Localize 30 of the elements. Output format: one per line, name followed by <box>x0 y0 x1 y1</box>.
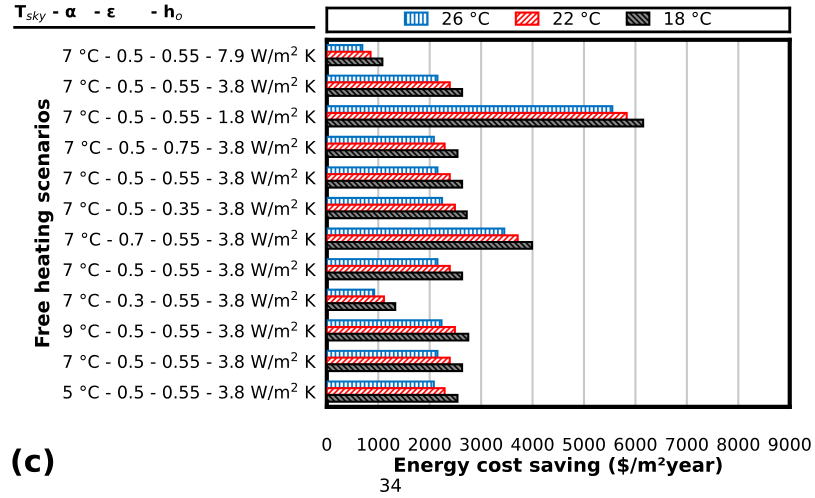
x-tick-label: 7000 <box>666 438 708 451</box>
x-tick-label: 3000 <box>460 438 502 451</box>
x-tick-label: 4000 <box>511 438 554 451</box>
x-tick-label: 1000 <box>358 438 400 451</box>
x-tick-label: 5000 <box>563 438 605 451</box>
x-axis-title: Energy cost saving ($/m²year) <box>395 457 722 476</box>
text: T$_{sky}$ - α - ε - h$_{o}$ <box>14 4 182 22</box>
x-tick-label: 0 <box>322 438 332 451</box>
x-tick-label: 2000 <box>408 438 451 451</box>
y-tick-label: 7 °C - 0.5 - 0.55 - 3.8 W/m$^{2}$ K <box>64 260 316 278</box>
y-tick-label: 7 °C - 0.5 - 0.75 - 3.8 W/m$^{2}$ K <box>65 138 316 156</box>
y-axis-title: Free heating scenarios <box>34 99 54 346</box>
y-tick-label: 7 °C - 0.5 - 0.55 - 7.9 W/m$^{2}$ K <box>63 46 316 64</box>
y-tick-label: 7 °C - 0.3 - 0.55 - 3.8 W/m$^{2}$ K <box>64 290 316 308</box>
x-tick-label: 9000 <box>768 438 811 451</box>
x-tick-label: 8000 <box>717 438 760 451</box>
y-tick-label: 7 °C - 0.5 - 0.55 - 3.8 W/m$^{2}$ K <box>64 76 316 94</box>
text: (c) <box>12 448 54 476</box>
y-tick-label: 7 °C - 0.7 - 0.55 - 3.8 W/m$^{2}$ K <box>65 230 316 248</box>
legend-label: 22 °C <box>554 12 600 25</box>
y-tick-label: 7 °C - 0.5 - 0.55 - 3.8 W/m$^{2}$ K <box>64 352 316 370</box>
y-tick-label: 7 °C - 0.5 - 0.55 - 3.8 W/m$^{2}$ K <box>64 168 316 186</box>
y-tick-label: 7 °C - 0.5 - 0.55 - 1.8 W/m$^{2}$ K <box>64 107 316 125</box>
y-tick-label: 9 °C - 0.5 - 0.55 - 3.8 W/m$^{2}$ K <box>63 322 316 339</box>
y-tick-label: 5 °C - 0.5 - 0.55 - 3.8 W/m$^{2}$ K <box>64 382 316 400</box>
legend-label: 26 °C <box>442 12 489 25</box>
x-tick-label: 6000 <box>614 438 656 451</box>
text: 34 <box>380 478 401 492</box>
y-tick-label: 7 °C - 0.5 - 0.35 - 3.8 W/m$^{2}$ K <box>64 199 316 216</box>
legend-label: 18 °C <box>665 12 711 25</box>
